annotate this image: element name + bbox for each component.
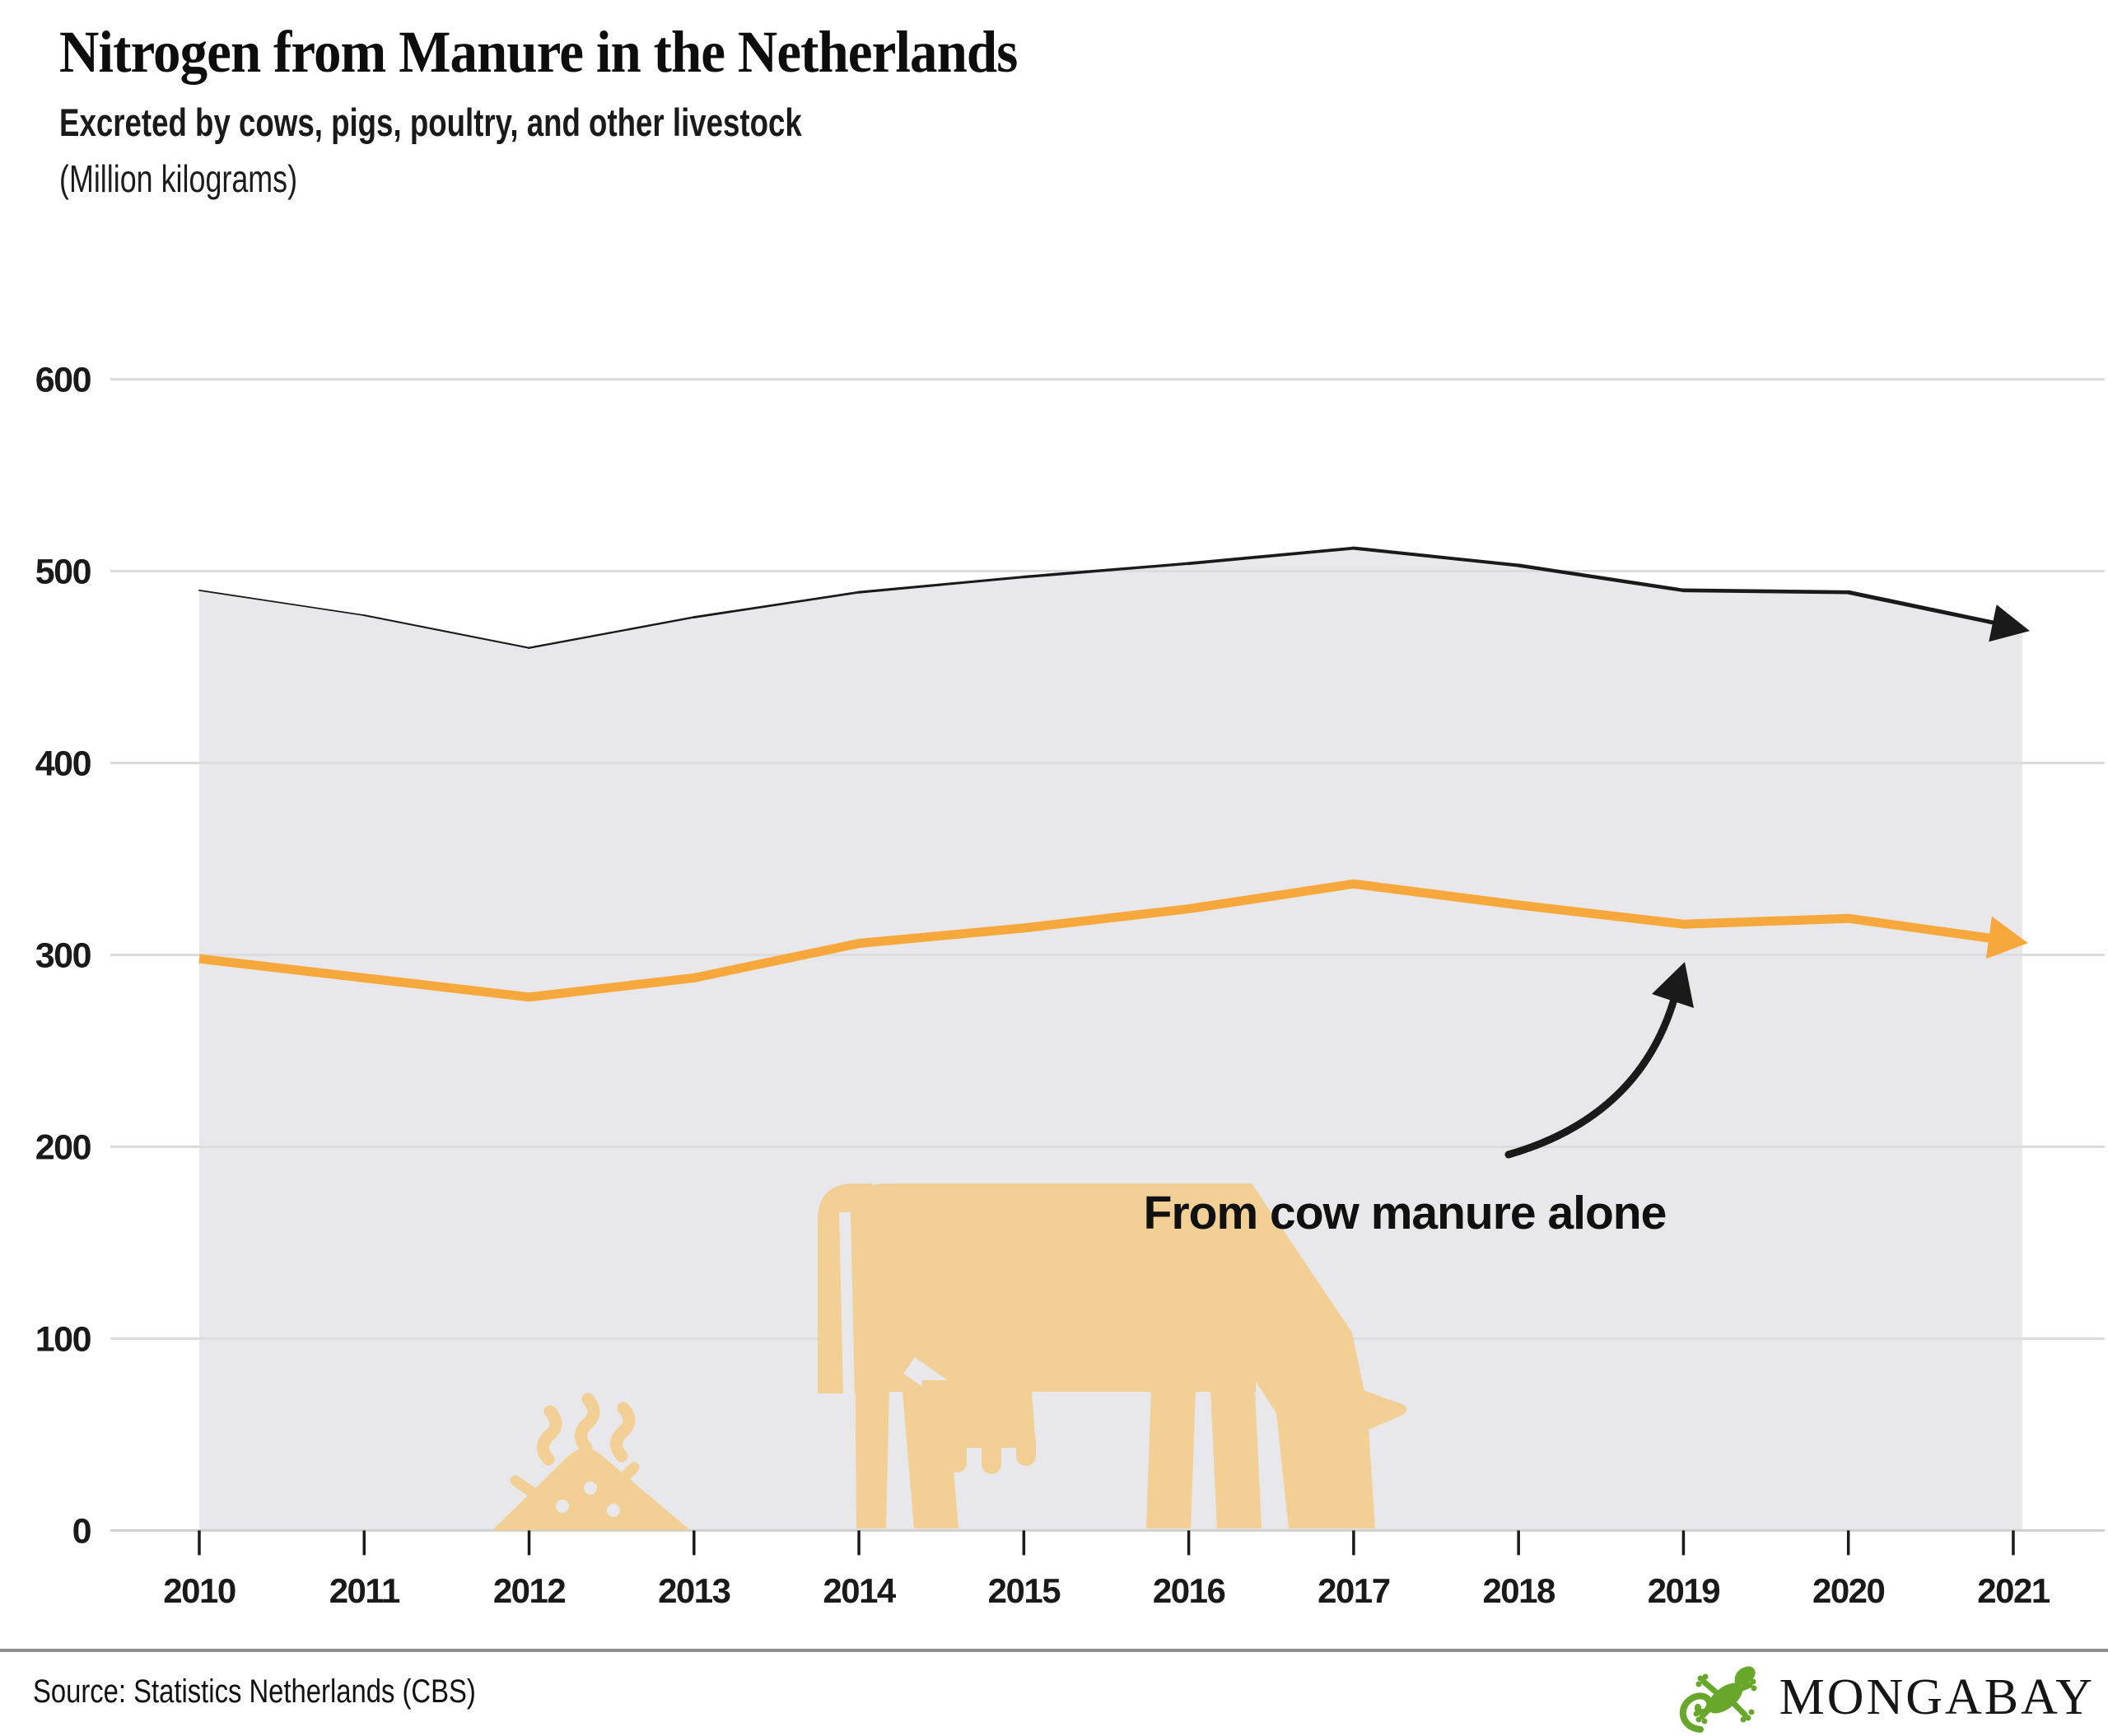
cow-arrowhead-icon <box>1985 916 2028 959</box>
steam-icon <box>575 1393 600 1454</box>
y-axis-label: 400 <box>35 744 91 784</box>
steam-icon <box>537 1405 562 1466</box>
cow-rear-leg <box>855 1318 891 1528</box>
total-line-segment <box>1516 563 1686 593</box>
total-arrowhead-icon <box>1989 604 2030 642</box>
gridlines-group <box>110 378 2105 1532</box>
x-axis-label: 2021 <box>1977 1571 2050 1610</box>
brand-logo: MONGABAY <box>1676 1659 2095 1736</box>
footer-divider <box>0 1649 2108 1652</box>
cow-illustration <box>492 1183 1407 1530</box>
annotation-label: From cow manure alone <box>1144 1187 1667 1239</box>
pile-dot <box>584 1482 597 1495</box>
total-line-segment <box>363 614 530 649</box>
cow-tail-gap <box>839 1211 855 1396</box>
x-axis-label: 2013 <box>658 1571 730 1610</box>
total-area <box>199 548 2022 1531</box>
axis-group: 0 100 200 300 400 500 600 2010 2011 2012 2013 2014 2… <box>35 361 2052 1610</box>
steam-icon <box>610 1402 636 1463</box>
series-lines-group <box>198 546 2030 1002</box>
x-axis-label: 2010 <box>163 1571 236 1610</box>
cow-front-leg <box>1210 1390 1262 1528</box>
x-axis-label: 2015 <box>988 1571 1061 1610</box>
cow-ear <box>1345 1384 1407 1435</box>
total-line-segment <box>693 590 860 618</box>
x-axis-label: 2018 <box>1482 1571 1555 1610</box>
cow-teat <box>982 1436 1001 1474</box>
x-axis-label: 2017 <box>1318 1571 1390 1610</box>
y-axis-label: 200 <box>35 1127 91 1167</box>
x-axis-label: 2019 <box>1648 1571 1720 1610</box>
y-axis-label: 300 <box>35 936 91 975</box>
total-area-group <box>199 548 2022 1531</box>
pile-fleck <box>614 1462 640 1487</box>
y-axis-label: 600 <box>35 361 91 400</box>
cow-front-leg <box>1146 1390 1196 1528</box>
x-axis-label: 2014 <box>823 1571 897 1610</box>
cow-head <box>1198 1183 1375 1528</box>
pile-dot <box>607 1504 620 1517</box>
annotation-arrow-icon <box>1504 973 1684 1159</box>
cow-line <box>198 879 2014 1002</box>
chart-header: Nitrogen from Manure in the Netherlands … <box>59 18 1089 201</box>
total-line-segment <box>528 616 696 649</box>
x-axis-label: 2011 <box>329 1571 400 1610</box>
cow-rear-leg <box>902 1392 958 1528</box>
pile-dot <box>556 1500 569 1513</box>
annotation-group: From cow manure alone <box>1144 962 1694 1239</box>
source-text: Source: Statistics Netherlands (CBS) <box>33 1673 476 1710</box>
x-axis-label: 2020 <box>1812 1571 1885 1610</box>
total-line-segment <box>857 575 1025 594</box>
chart-unit-label: (Million kilograms) <box>59 157 298 200</box>
y-axis-label: 0 <box>72 1511 91 1551</box>
cow-teat <box>1016 1431 1036 1466</box>
y-axis-label: 500 <box>35 553 91 592</box>
total-line-segment <box>198 589 366 617</box>
x-axis-label: 2012 <box>493 1571 566 1610</box>
annotation-arrowhead-icon <box>1652 962 1694 1008</box>
total-line-segment <box>1022 562 1191 579</box>
total-line-segment <box>1187 546 1355 566</box>
pile-fleck <box>510 1475 543 1501</box>
brand-name: MONGABAY <box>1779 1668 2095 1725</box>
gecko-icon <box>1679 1666 1757 1733</box>
total-line-segment <box>1846 590 2016 629</box>
total-line-segment <box>1681 588 1851 595</box>
y-axis-label: 100 <box>35 1319 91 1359</box>
cow-body <box>851 1183 1256 1392</box>
page-title: Nitrogen from Manure in the Netherlands <box>59 19 1018 85</box>
x-axis-label: 2016 <box>1153 1571 1225 1610</box>
total-line-segment <box>1351 546 1521 567</box>
chart-subtitle: Excreted by cows, pigs, poultry, and oth… <box>59 100 802 144</box>
